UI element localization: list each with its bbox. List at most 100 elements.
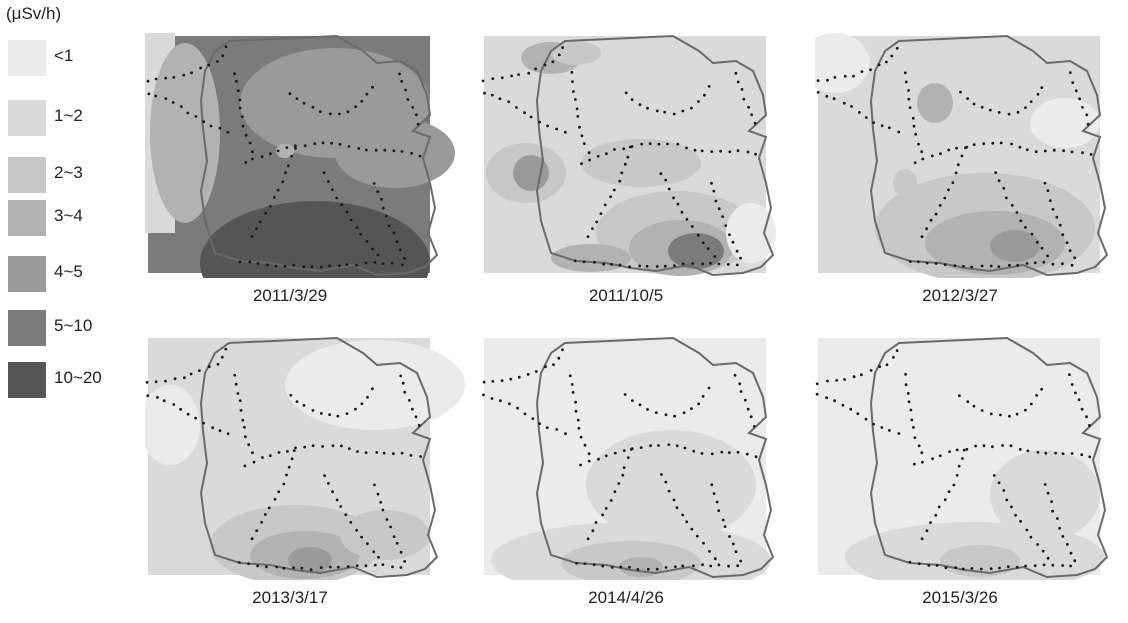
survey-point [323, 474, 326, 477]
survey-point [832, 97, 836, 101]
dose-area [145, 385, 200, 465]
dose-area [726, 203, 776, 263]
survey-point [657, 142, 661, 146]
survey-point [348, 447, 351, 450]
survey-point [702, 541, 705, 545]
survey-point [1001, 444, 1004, 447]
survey-point [749, 415, 753, 419]
survey-point [354, 105, 357, 108]
survey-point [1024, 106, 1027, 109]
survey-point [277, 451, 281, 454]
survey-point [311, 444, 315, 448]
survey-point [207, 63, 211, 67]
survey-point [1018, 145, 1022, 149]
survey-point [685, 217, 689, 221]
survey-point [999, 141, 1003, 145]
survey-point [243, 425, 246, 429]
survey-point [289, 393, 293, 397]
survey-point [1051, 563, 1055, 567]
survey-point [146, 79, 150, 83]
survey-point [557, 356, 561, 360]
survey-point [189, 372, 193, 376]
survey-point [186, 412, 190, 416]
survey-point [349, 218, 353, 222]
survey-point [596, 154, 600, 158]
dose-area [815, 33, 870, 93]
survey-point [815, 392, 819, 396]
survey-point [391, 565, 394, 569]
survey-point [321, 445, 324, 448]
survey-point [1035, 394, 1038, 397]
survey-point [685, 146, 688, 150]
survey-point [395, 541, 399, 545]
survey-point [897, 130, 901, 134]
survey-point [570, 70, 574, 74]
survey-point [1010, 505, 1013, 509]
survey-point [328, 264, 332, 268]
survey-point [587, 459, 591, 463]
survey-point [398, 248, 402, 252]
survey-point [1024, 408, 1027, 412]
survey-point [938, 204, 942, 207]
survey-point [360, 99, 364, 103]
survey-point [1061, 535, 1065, 538]
survey-point [934, 212, 938, 216]
survey-point [216, 60, 219, 63]
survey-point [1054, 451, 1057, 455]
survey-point [648, 142, 652, 146]
survey-point [877, 63, 881, 67]
survey-point [381, 563, 385, 566]
survey-point [251, 451, 254, 455]
survey-point [1051, 207, 1055, 211]
survey-point [557, 53, 561, 57]
survey-point [328, 112, 332, 116]
survey-point [715, 500, 719, 504]
survey-point [712, 189, 716, 193]
survey-point [638, 403, 642, 407]
survey-point [972, 102, 976, 106]
survey-point [346, 110, 350, 114]
survey-point [1019, 519, 1022, 523]
survey-point [311, 105, 315, 109]
area-boundary [535, 336, 775, 579]
survey-point [335, 498, 339, 502]
survey-point [920, 235, 924, 239]
survey-point [294, 144, 297, 148]
survey-point [498, 97, 502, 101]
survey-point [268, 454, 272, 458]
survey-point [825, 396, 828, 400]
survey-point [1025, 528, 1029, 532]
survey-point [997, 481, 1001, 485]
survey-point [401, 381, 405, 385]
survey-point [736, 450, 740, 454]
map-date: 2011/3/29 [252, 286, 328, 305]
survey-point [392, 149, 396, 153]
survey-point [1025, 148, 1029, 152]
survey-point [575, 561, 578, 565]
survey-point [750, 113, 753, 117]
survey-point [913, 436, 917, 439]
survey-point [604, 507, 608, 510]
dose-map [815, 33, 1109, 278]
survey-point [692, 449, 696, 453]
survey-point [147, 92, 151, 96]
survey-point [410, 407, 414, 411]
legend-label: 1~2 [54, 106, 83, 125]
survey-point [309, 568, 313, 572]
survey-point [599, 212, 603, 216]
survey-point [617, 482, 621, 485]
survey-point [622, 147, 626, 151]
survey-point [588, 158, 591, 162]
survey-point [685, 520, 689, 524]
survey-point [404, 88, 407, 92]
survey-point [630, 98, 634, 101]
survey-point [1035, 240, 1039, 244]
survey-point [256, 262, 260, 265]
survey-point [399, 566, 403, 569]
survey-point [294, 446, 297, 450]
survey-point [339, 505, 343, 508]
survey-point [216, 362, 220, 366]
survey-point [1044, 451, 1048, 455]
survey-point [742, 97, 746, 101]
survey-point [907, 89, 910, 92]
